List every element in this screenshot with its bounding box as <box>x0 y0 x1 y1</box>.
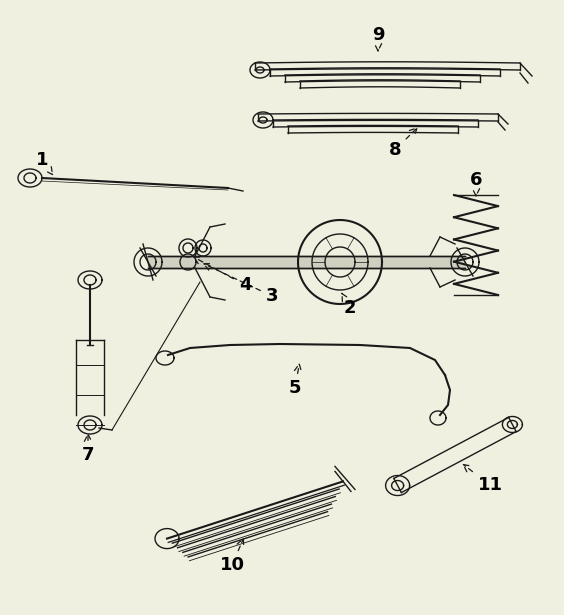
Text: 9: 9 <box>372 26 384 51</box>
Text: 2: 2 <box>342 293 356 317</box>
Text: 10: 10 <box>219 539 245 574</box>
Text: 3: 3 <box>204 264 278 305</box>
Text: 8: 8 <box>389 128 417 159</box>
Text: 5: 5 <box>289 364 302 397</box>
Text: 6: 6 <box>470 171 482 196</box>
Text: 1: 1 <box>36 151 52 175</box>
Text: 4: 4 <box>193 257 251 294</box>
Text: 7: 7 <box>82 434 94 464</box>
Text: 11: 11 <box>463 464 503 494</box>
